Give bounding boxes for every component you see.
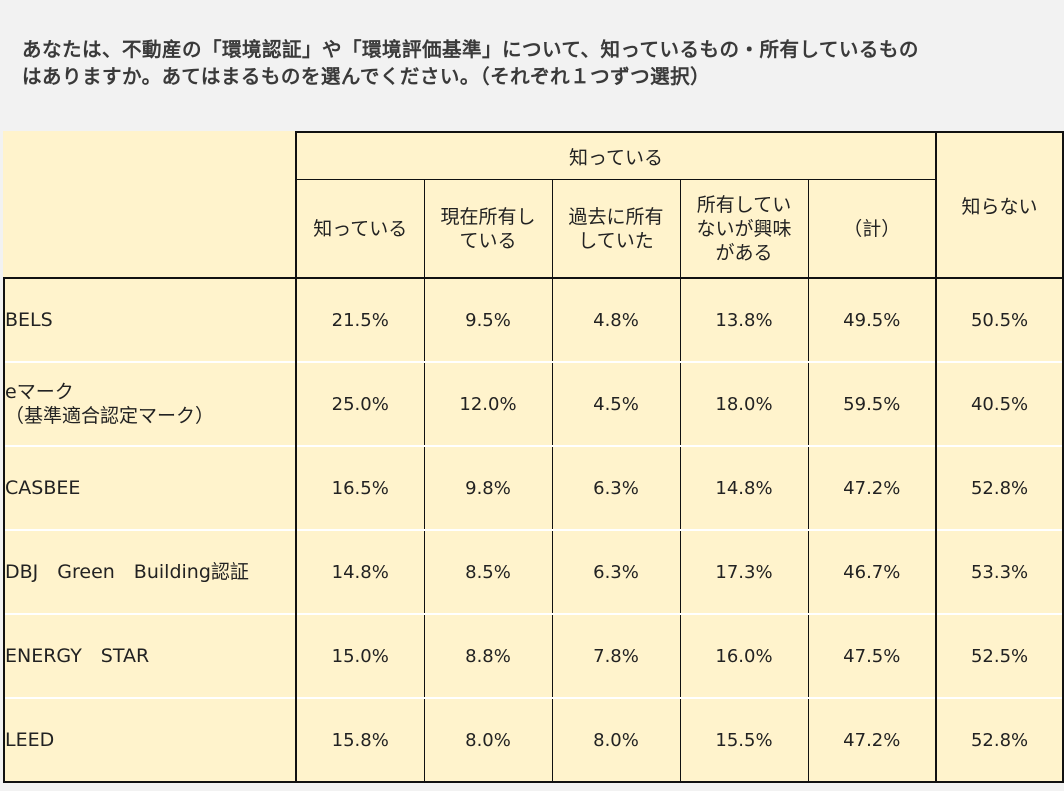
cell-unknown: 50.5% (935, 277, 1064, 362)
column-header-3: 所有してい ないが興味 がある (680, 179, 809, 278)
cell-value: 25.0% (295, 361, 424, 446)
column-header-line: ている (459, 229, 517, 252)
cell-value: 13.8% (679, 277, 808, 362)
cell-value: 15.8% (295, 697, 424, 783)
column-header-line: がある (715, 241, 773, 264)
table-row: LEED 15.8% 8.0% 8.0% 15.5% 47.2% 52.8% (3, 697, 1064, 783)
row-label: eマーク （基準適合認定マーク） (3, 361, 296, 446)
row-label: BELS (3, 277, 296, 362)
cell-value: 7.8% (551, 613, 680, 698)
table-row: CASBEE 16.5% 9.8% 6.3% 14.8% 47.2% 52.8% (3, 445, 1064, 530)
cell-unknown: 52.8% (935, 697, 1064, 783)
column-header-4: （計） (808, 179, 938, 278)
column-header-0: 知っている (295, 179, 425, 278)
column-header-line: 知っている (313, 217, 408, 240)
column-header-line: 過去に所有 (568, 205, 664, 228)
cell-unknown: 52.8% (935, 445, 1064, 530)
column-header-line: していた (578, 229, 654, 252)
column-header-line: （計） (843, 217, 901, 240)
cell-value: 16.5% (295, 445, 424, 530)
cell-value: 47.5% (807, 613, 938, 698)
row-label: LEED (3, 697, 296, 783)
header-unknown: 知らない (936, 131, 1064, 278)
cell-value: 6.3% (551, 529, 680, 614)
cell-value: 12.0% (423, 361, 552, 446)
column-header-line: 所有してい (696, 193, 792, 216)
cell-unknown: 52.5% (935, 613, 1064, 698)
cell-value: 47.2% (807, 445, 938, 530)
cell-value: 8.8% (423, 613, 552, 698)
results-table: 知っている 知らない 知っている 現在所有し ている 過去に所有 していた 所有してい ない… (3, 131, 1064, 783)
group-header-known: 知っている (294, 131, 938, 180)
cell-value: 46.7% (807, 529, 938, 614)
cell-value: 8.0% (423, 697, 552, 783)
cell-value: 14.8% (295, 529, 424, 614)
cell-value: 59.5% (807, 361, 938, 446)
cell-value: 18.0% (679, 361, 808, 446)
cell-value: 17.3% (679, 529, 808, 614)
cell-value: 49.5% (807, 277, 938, 362)
row-label-line: BELS (5, 309, 53, 331)
cell-value: 47.2% (807, 697, 938, 783)
row-label: CASBEE (3, 445, 296, 530)
question-line-2: はありますか。あてはまるものを選んでください。（それぞれ１つずつ選択） (22, 65, 711, 88)
column-header-line: ないが興味 (696, 217, 792, 240)
cell-value: 6.3% (551, 445, 680, 530)
row-label-line: LEED (5, 729, 55, 751)
cell-value: 8.0% (551, 697, 680, 783)
row-label-line: eマーク (5, 381, 74, 403)
row-label-line: （基準適合認定マーク） (5, 405, 215, 427)
row-label-line: DBJ Green Building認証 (5, 561, 249, 583)
table-row: BELS 21.5% 9.5% 4.8% 13.8% 49.5% 50.5% (3, 277, 1064, 362)
row-label: ENERGY STAR (3, 613, 296, 698)
cell-value: 4.5% (551, 361, 680, 446)
survey-question: あなたは、不動産の「環境認証」や「環境評価基準」について、知っているもの・所有し… (22, 36, 1052, 90)
cell-value: 15.0% (295, 613, 424, 698)
table-row: DBJ Green Building認証 14.8% 8.5% 6.3% 17.3% 46… (3, 529, 1064, 614)
cell-value: 16.0% (679, 613, 808, 698)
column-header-1: 現在所有し ている (424, 179, 553, 278)
cell-unknown: 53.3% (935, 529, 1064, 614)
corner-cell (4, 131, 296, 278)
table-row: ENERGY STAR 15.0% 8.8% 7.8% 16.0% 47.5% 52.5% (3, 613, 1064, 698)
row-label-line: CASBEE (5, 477, 81, 499)
row-label: DBJ Green Building認証 (3, 529, 296, 614)
cell-value: 21.5% (295, 277, 424, 362)
row-label-line: ENERGY STAR (5, 645, 150, 667)
table-row: eマーク （基準適合認定マーク） 25.0% 12.0% 4.5% 18.0% 59.5% 4… (3, 361, 1064, 446)
column-header-line: 現在所有し (440, 205, 536, 228)
cell-value: 15.5% (679, 697, 808, 783)
cell-unknown: 40.5% (935, 361, 1064, 446)
cell-value: 8.5% (423, 529, 552, 614)
column-header-2: 過去に所有 していた (552, 179, 681, 278)
cell-value: 14.8% (679, 445, 808, 530)
question-line-1: あなたは、不動産の「環境認証」や「環境評価基準」について、知っているもの・所有し… (22, 38, 919, 61)
cell-value: 9.5% (423, 277, 552, 362)
cell-value: 4.8% (551, 277, 680, 362)
cell-value: 9.8% (423, 445, 552, 530)
